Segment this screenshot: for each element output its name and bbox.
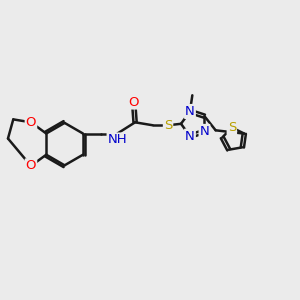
Text: NH: NH xyxy=(108,134,127,146)
Text: S: S xyxy=(164,119,172,132)
Text: S: S xyxy=(228,121,236,134)
Text: N: N xyxy=(185,105,195,118)
Text: N: N xyxy=(185,130,195,142)
Text: O: O xyxy=(26,159,36,172)
Text: O: O xyxy=(26,116,36,129)
Text: N: N xyxy=(200,125,209,138)
Text: O: O xyxy=(129,95,139,109)
